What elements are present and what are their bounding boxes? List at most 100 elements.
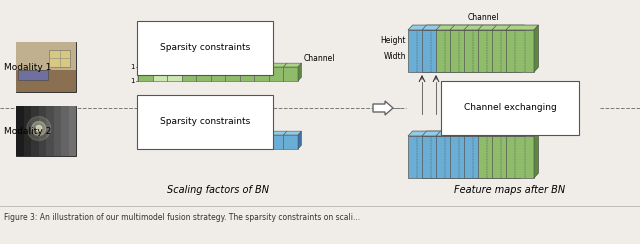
Polygon shape: [196, 131, 214, 135]
Bar: [16, 42, 76, 92]
Bar: [211, 135, 225, 149]
Bar: [31, 106, 38, 156]
Circle shape: [27, 116, 51, 141]
Polygon shape: [182, 131, 200, 135]
Polygon shape: [492, 131, 525, 136]
Polygon shape: [16, 70, 76, 92]
Polygon shape: [240, 63, 258, 67]
Text: Height: Height: [381, 36, 406, 45]
Polygon shape: [225, 131, 243, 135]
Bar: [16, 106, 76, 156]
Polygon shape: [298, 63, 301, 81]
Polygon shape: [152, 131, 171, 135]
Polygon shape: [520, 131, 525, 178]
Text: Modality 2: Modality 2: [4, 128, 51, 136]
Polygon shape: [464, 131, 468, 178]
Polygon shape: [506, 131, 511, 178]
Bar: [38, 106, 46, 156]
Polygon shape: [478, 131, 483, 178]
Polygon shape: [284, 63, 301, 67]
Bar: [16, 106, 24, 156]
Polygon shape: [298, 131, 301, 149]
Text: 1: 1: [131, 64, 135, 70]
Polygon shape: [269, 131, 287, 135]
Polygon shape: [492, 25, 525, 30]
Polygon shape: [506, 25, 511, 72]
Polygon shape: [464, 25, 497, 30]
Bar: [269, 135, 284, 149]
Bar: [506, 30, 534, 72]
Text: 1: 1: [131, 78, 135, 84]
Bar: [408, 30, 436, 72]
Polygon shape: [436, 131, 440, 178]
Polygon shape: [138, 63, 156, 67]
Polygon shape: [534, 25, 538, 72]
Bar: [492, 136, 520, 178]
Bar: [182, 67, 196, 81]
Polygon shape: [450, 25, 483, 30]
Bar: [478, 30, 506, 72]
Text: Feature maps after BN: Feature maps after BN: [454, 185, 566, 195]
Bar: [196, 135, 211, 149]
Bar: [450, 30, 478, 72]
Polygon shape: [408, 25, 440, 30]
Polygon shape: [478, 25, 511, 30]
Bar: [54, 106, 61, 156]
Text: Figure 3: An illustration of our multimodel fusion strategy. The sparsity constr: Figure 3: An illustration of our multimo…: [4, 214, 360, 223]
Polygon shape: [506, 25, 538, 30]
Polygon shape: [492, 25, 497, 72]
Polygon shape: [436, 25, 468, 30]
Text: Channel: Channel: [303, 54, 335, 63]
Bar: [254, 67, 269, 81]
Bar: [464, 136, 492, 178]
Polygon shape: [450, 131, 454, 178]
Polygon shape: [492, 131, 497, 178]
Text: Channel exchanging: Channel exchanging: [463, 103, 556, 112]
Polygon shape: [211, 63, 228, 67]
Text: Sparsity constraints: Sparsity constraints: [160, 43, 250, 52]
Polygon shape: [422, 131, 454, 136]
Polygon shape: [167, 63, 185, 67]
Polygon shape: [254, 131, 273, 135]
Bar: [240, 67, 254, 81]
Polygon shape: [520, 25, 525, 72]
Polygon shape: [478, 25, 483, 72]
Polygon shape: [211, 131, 228, 135]
Bar: [46, 106, 54, 156]
Bar: [284, 135, 298, 149]
Text: Modality 1: Modality 1: [4, 63, 51, 72]
Circle shape: [36, 125, 42, 132]
Polygon shape: [464, 131, 497, 136]
Bar: [408, 136, 436, 178]
Bar: [18, 70, 48, 80]
Bar: [492, 30, 520, 72]
Bar: [225, 67, 240, 81]
Circle shape: [32, 122, 46, 135]
Bar: [182, 135, 196, 149]
Bar: [422, 30, 450, 72]
Bar: [450, 136, 478, 178]
Polygon shape: [225, 63, 243, 67]
Polygon shape: [450, 25, 454, 72]
Polygon shape: [408, 131, 440, 136]
Polygon shape: [478, 131, 511, 136]
Bar: [254, 135, 269, 149]
Polygon shape: [373, 101, 393, 115]
Text: Sparsity constraints: Sparsity constraints: [160, 118, 250, 126]
Polygon shape: [450, 131, 483, 136]
Polygon shape: [167, 131, 185, 135]
Bar: [152, 135, 167, 149]
Polygon shape: [506, 131, 538, 136]
Polygon shape: [422, 25, 454, 30]
Polygon shape: [436, 25, 440, 72]
Bar: [269, 67, 284, 81]
Bar: [422, 136, 450, 178]
Bar: [284, 67, 298, 81]
Polygon shape: [152, 63, 171, 67]
Bar: [24, 106, 31, 156]
Bar: [152, 67, 167, 81]
Polygon shape: [240, 131, 258, 135]
Bar: [464, 30, 492, 72]
Bar: [61, 106, 68, 156]
Polygon shape: [138, 131, 141, 149]
